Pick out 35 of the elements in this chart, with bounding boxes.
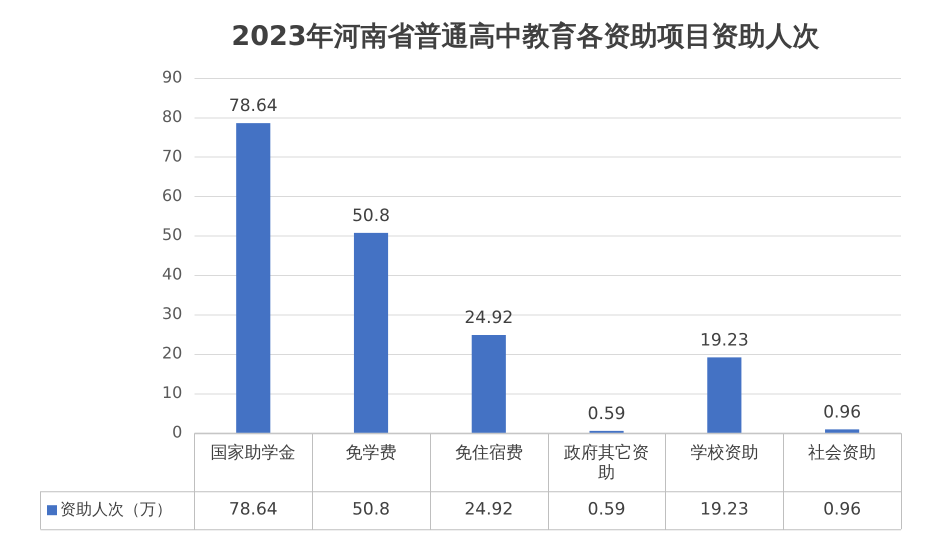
x-tick-label: 政府其它资助	[564, 442, 650, 484]
bar	[236, 123, 270, 433]
bar	[825, 429, 860, 433]
x-tick-label: 学校资助	[690, 442, 758, 463]
y-tick-label: 80	[162, 106, 182, 126]
data-label: 0.96	[823, 500, 862, 520]
x-tick-label: 免住宿费	[454, 442, 523, 463]
text: 78.64	[228, 96, 278, 116]
text: 19.23	[700, 330, 749, 350]
x-tick-label: 国家助学金	[210, 442, 296, 463]
data-label: 19.23	[700, 500, 749, 520]
y-tick-label: 90	[162, 68, 182, 87]
chart-title: 2023年河南省普通高中教育各资助项目资助人次	[231, 21, 821, 52]
x-tick-label: 社会资助	[808, 442, 876, 463]
bar	[354, 232, 388, 433]
y-tick-label: 0	[172, 422, 182, 442]
data-label: 50.8	[352, 500, 390, 520]
text: 24.92	[464, 308, 514, 328]
text: 0.59	[588, 404, 626, 424]
y-tick-label: 10	[162, 382, 182, 402]
y-tick-label: 30	[162, 304, 182, 324]
text: 50.8	[352, 206, 390, 226]
text: 0.96	[823, 402, 862, 422]
y-tick-label: 70	[162, 146, 182, 166]
legend-label: 资助人次（万）	[60, 499, 172, 518]
y-tick-label: 40	[162, 264, 182, 284]
y-tick-label: 60	[162, 186, 182, 205]
x-tick-label: 免学费	[346, 442, 397, 463]
bar	[472, 334, 506, 433]
bar	[707, 357, 742, 433]
data-label: 78.64	[228, 500, 278, 520]
data-label: 0.59	[588, 500, 626, 520]
data-label: 24.92	[464, 500, 514, 520]
y-tick-label: 50	[162, 225, 182, 244]
y-tick-label: 20	[162, 344, 182, 363]
